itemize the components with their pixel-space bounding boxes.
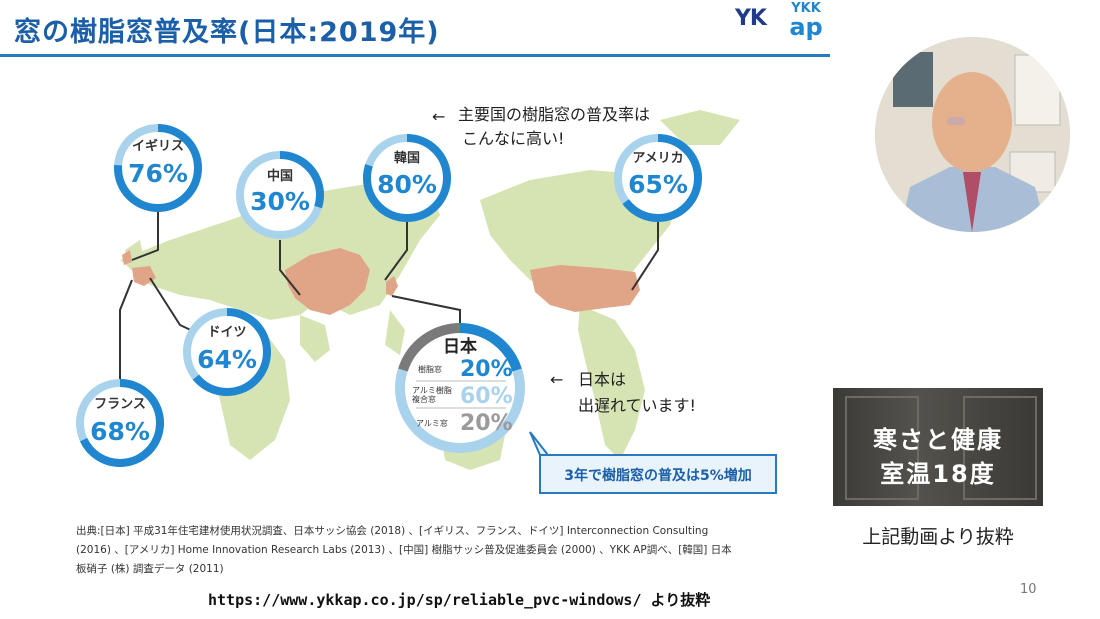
japan-row-rate: 60%	[460, 384, 513, 409]
svg-text:出遅れています!: 出遅れています!	[578, 396, 696, 415]
country-circle-germany: ドイツ 64%	[183, 308, 271, 396]
country-circle-korea: 韓国 80%	[363, 134, 451, 222]
japan-row-label: 複合窓	[412, 394, 436, 404]
germany-france-shape	[132, 266, 156, 286]
svg-text:こんなに高い!: こんなに高い!	[462, 129, 564, 148]
country-name: フランス	[94, 397, 146, 412]
japan-circle: 日本 樹脂窓 20% アルミ樹脂 複合窓 60% アルミ窓 20%	[395, 323, 525, 453]
source-line: 出典:[日本] 平成31年住宅建材使用状況調査、日本サッシ協会 (2018) 、…	[76, 525, 709, 537]
note-arrow-icon: ←	[432, 107, 445, 126]
japan-row-label: アルミ樹脂	[412, 385, 452, 395]
video-caption: 上記動画より抜粋	[862, 526, 1014, 548]
presenter-webcam	[875, 37, 1070, 232]
note-right: ← 日本は 出遅れています!	[550, 370, 696, 415]
country-rate: 80%	[377, 170, 437, 199]
country-circle-usa: アメリカ 65%	[614, 134, 702, 222]
country-rate: 30%	[250, 187, 310, 216]
yk-logo-text: YK	[735, 6, 767, 31]
svg-text:主要国の樹脂窓の普及率は: 主要国の樹脂窓の普及率は	[458, 105, 650, 124]
video-thumbnail[interactable]: 寒さと健康 室温18度	[833, 388, 1043, 506]
country-name: ドイツ	[207, 325, 246, 340]
japan-name: 日本	[443, 336, 477, 357]
note-top: ← 主要国の樹脂窓の普及率は こんなに高い!	[432, 105, 650, 148]
country-circle-china: 中国 30%	[236, 151, 324, 239]
japan-shape	[386, 276, 398, 296]
ykk-ap-logo: YK YKK ap	[735, 2, 830, 42]
country-circle-uk: イギリス 76%	[114, 124, 202, 212]
callout-text: 3年で樹脂窓の普及は5%増加	[564, 467, 752, 484]
country-rate: 64%	[197, 345, 257, 374]
callout-box: 3年で樹脂窓の普及は5%増加	[529, 431, 777, 494]
country-circle-france: フランス 68%	[76, 379, 164, 467]
source-line: (2016) 、[アメリカ] Home Innovation Research …	[76, 544, 732, 556]
japan-row-rate: 20%	[460, 411, 513, 436]
country-name: イギリス	[132, 138, 184, 154]
country-rate: 76%	[128, 159, 188, 188]
svg-text:日本は: 日本は	[578, 370, 626, 389]
country-rate: 65%	[628, 170, 688, 199]
source-url: https://www.ykkap.co.jp/sp/reliable_pvc-…	[208, 591, 711, 609]
usa-shape	[530, 265, 640, 312]
slide-title: 窓の樹脂窓普及率(日本:2019年)	[14, 17, 440, 48]
world-map-infographic: イギリス 76% 中国 30% 韓国 80% アメリカ 65% ドイツ 64% …	[76, 105, 777, 494]
country-name: 韓国	[394, 150, 420, 166]
video-title-line: 室温18度	[880, 460, 996, 488]
japan-row-label: アルミ窓	[416, 418, 448, 428]
japan-row-rate: 20%	[460, 357, 513, 382]
ykkap-logo-mark: YKK ap	[789, 1, 823, 41]
source-line: 板硝子 (株) 調査データ (2011)	[76, 563, 224, 575]
china-shape	[285, 248, 370, 315]
note-arrow-icon: ←	[550, 370, 563, 389]
source-citation: 出典:[日本] 平成31年住宅建材使用状況調査、日本サッシ協会 (2018) 、…	[76, 522, 766, 579]
title-underline	[0, 54, 830, 57]
uk-shape	[122, 250, 132, 265]
country-name: 中国	[267, 168, 293, 184]
video-title-line: 寒さと健康	[873, 426, 1003, 454]
country-name: アメリカ	[632, 151, 683, 166]
page-number: 10	[1020, 582, 1037, 597]
country-rate: 68%	[90, 417, 150, 446]
japan-row-label: 樹脂窓	[418, 364, 442, 374]
